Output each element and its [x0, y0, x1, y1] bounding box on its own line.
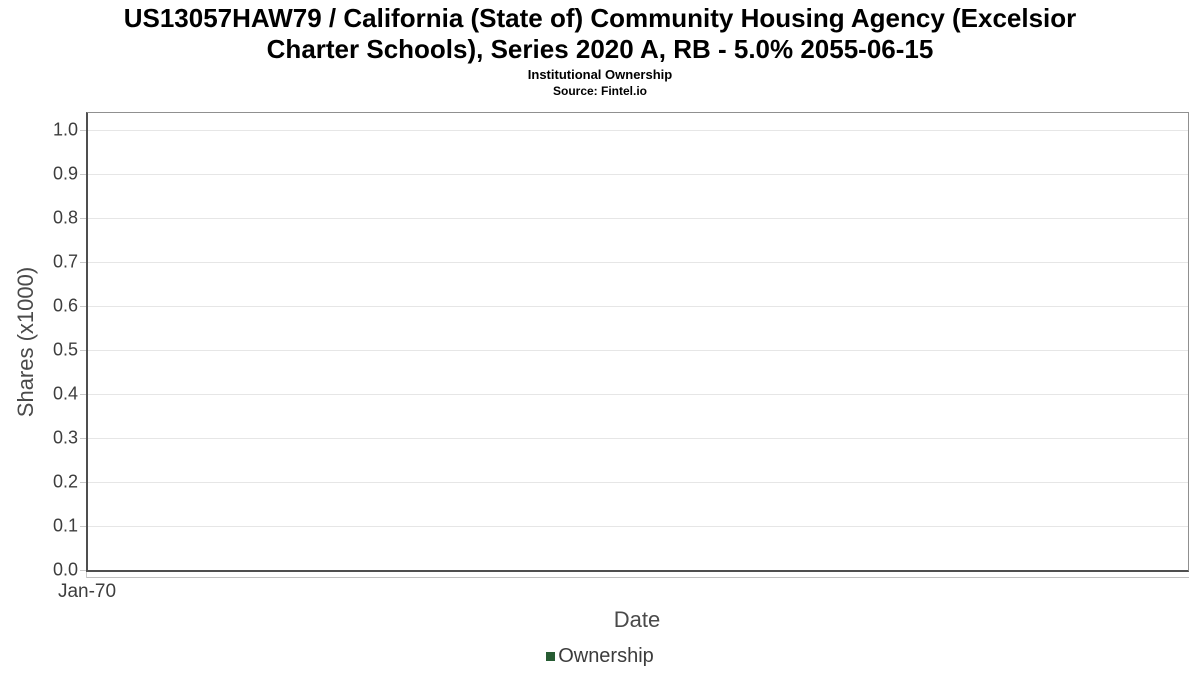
y-axis-title: Shares (x1000) [13, 266, 38, 418]
gridline [88, 262, 1188, 263]
x-axis-line [86, 577, 1189, 578]
y-tick-mark [80, 306, 86, 307]
y-tick-mark [80, 526, 86, 527]
y-tick-label: 1.0 [52, 119, 78, 140]
y-tick-label: 0.8 [52, 207, 78, 228]
gridline [88, 174, 1188, 175]
chart-subtitle: Institutional Ownership [527, 67, 673, 82]
y-tick-label: 0.9 [52, 163, 78, 184]
y-tick-mark [80, 130, 86, 131]
y-tick-mark [80, 174, 86, 175]
gridline [88, 130, 1188, 131]
gridline [88, 306, 1188, 307]
y-tick-label: 0.5 [52, 339, 78, 360]
y-tick-label: 0.2 [52, 471, 78, 492]
y-tick-mark [80, 350, 86, 351]
y-tick-mark [80, 482, 86, 483]
gridline [88, 526, 1188, 527]
chart-source: Source: Fintel.io [552, 84, 647, 98]
y-tick-label: 0.3 [52, 427, 78, 448]
y-tick-mark [80, 218, 86, 219]
chart-title-line2: Charter Schools), Series 2020 A, RB - 5.… [266, 34, 934, 64]
gridline [88, 482, 1188, 483]
gridline [88, 218, 1188, 219]
y-tick-mark [80, 394, 86, 395]
chart-title: US13057HAW79 / California (State of) Com… [0, 3, 1200, 65]
chart-title-line1: US13057HAW79 / California (State of) Com… [123, 3, 1077, 33]
plot-area [86, 112, 1189, 572]
x-axis-title: Date [613, 607, 661, 632]
y-tick-label: 0.1 [52, 515, 78, 536]
y-tick-label: 0.4 [52, 383, 78, 404]
legend-item-ownership[interactable]: Ownership [546, 645, 654, 668]
y-tick-label: 0.0 [52, 559, 78, 580]
x-tick-mark [86, 572, 87, 578]
legend-label: Ownership [558, 645, 654, 667]
gridline [88, 394, 1188, 395]
y-tick-label: 0.7 [52, 251, 78, 272]
y-tick-mark [80, 570, 86, 571]
y-tick-label: 0.6 [52, 295, 78, 316]
legend-marker-square-icon [546, 652, 556, 661]
x-tick-label: Jan-70 [57, 581, 117, 602]
y-tick-mark [80, 262, 86, 263]
legend: Ownership [0, 645, 1200, 668]
gridline [88, 350, 1188, 351]
y-tick-mark [80, 438, 86, 439]
gridline [88, 438, 1188, 439]
